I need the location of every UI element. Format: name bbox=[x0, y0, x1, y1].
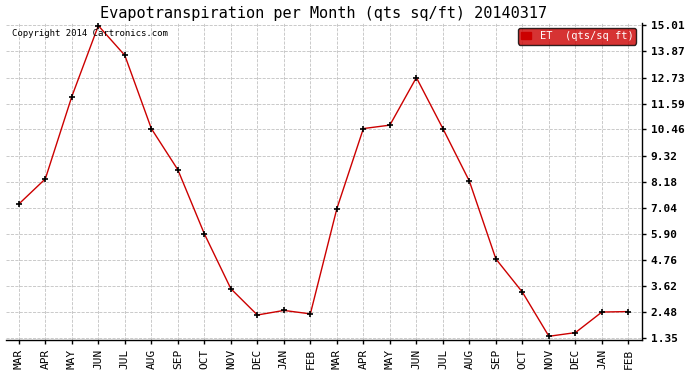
Title: Evapotranspiration per Month (qts sq/ft) 20140317: Evapotranspiration per Month (qts sq/ft)… bbox=[100, 6, 547, 21]
Text: Copyright 2014 Cartronics.com: Copyright 2014 Cartronics.com bbox=[12, 30, 168, 39]
Legend: ET  (qts/sq ft): ET (qts/sq ft) bbox=[518, 28, 636, 45]
